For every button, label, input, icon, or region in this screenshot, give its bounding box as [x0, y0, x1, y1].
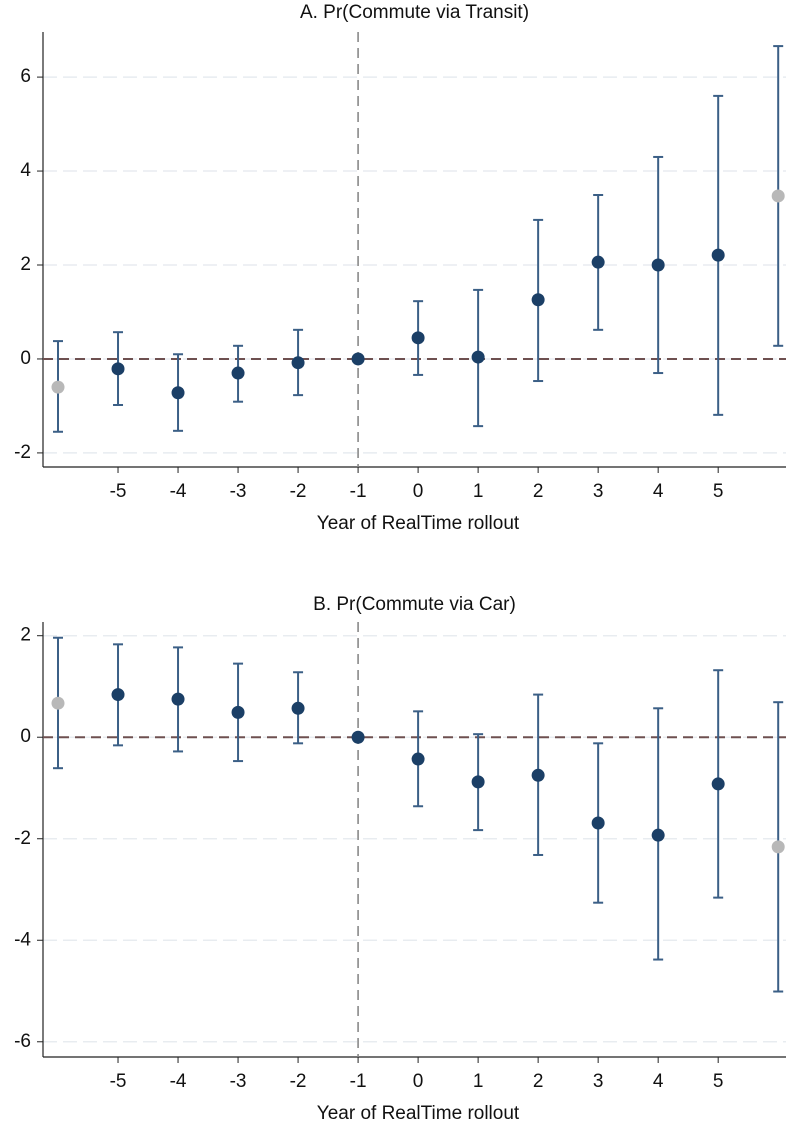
x-axis-label: Year of RealTime rollout — [317, 1103, 520, 1124]
point — [111, 688, 125, 702]
x-tick-label: -2 — [290, 481, 307, 502]
y-tick-label: 4 — [20, 160, 31, 181]
y-tick-label: -4 — [14, 929, 31, 950]
point — [771, 840, 785, 854]
y-tick-label: 0 — [20, 348, 31, 369]
point — [411, 331, 425, 345]
x-tick-label: -5 — [110, 481, 127, 502]
x-tick-label: -2 — [290, 1071, 307, 1092]
x-tick-label: -5 — [110, 1071, 127, 1092]
point — [711, 777, 725, 791]
point — [531, 293, 545, 307]
x-tick-label: -3 — [230, 481, 247, 502]
y-tick-label: -2 — [14, 828, 31, 849]
x-tick-label: 0 — [413, 481, 424, 502]
x-tick-label: 2 — [533, 481, 544, 502]
point — [351, 352, 365, 366]
point — [711, 248, 725, 262]
y-tick-label: -2 — [14, 442, 31, 463]
point — [231, 705, 245, 719]
chart-title: B. Pr(Commute via Car) — [313, 594, 516, 615]
point — [231, 366, 245, 380]
point — [171, 692, 185, 706]
x-tick-label: 5 — [713, 1071, 724, 1092]
x-axis-label: Year of RealTime rollout — [317, 513, 520, 534]
point — [591, 816, 605, 830]
x-tick-label: 4 — [653, 481, 664, 502]
point — [51, 380, 65, 394]
point — [291, 356, 305, 370]
x-tick-label: -4 — [170, 481, 187, 502]
point — [651, 828, 665, 842]
point — [111, 362, 125, 376]
point — [51, 696, 65, 710]
point — [171, 386, 185, 400]
point — [351, 730, 365, 744]
x-tick-label: 2 — [533, 1071, 544, 1092]
x-tick-label: 3 — [593, 481, 604, 502]
chart-title: A. Pr(Commute via Transit) — [300, 2, 529, 23]
point — [411, 752, 425, 766]
y-tick-label: 6 — [20, 66, 31, 87]
point — [471, 775, 485, 789]
x-tick-label: 4 — [653, 1071, 664, 1092]
point — [531, 768, 545, 782]
x-tick-label: 1 — [473, 481, 484, 502]
y-tick-label: 2 — [20, 254, 31, 275]
point — [591, 255, 605, 269]
x-tick-label: -1 — [350, 1071, 367, 1092]
x-tick-label: 0 — [413, 1071, 424, 1092]
point — [291, 701, 305, 715]
x-tick-label: -3 — [230, 1071, 247, 1092]
x-tick-label: 1 — [473, 1071, 484, 1092]
point — [771, 189, 785, 203]
y-tick-label: -6 — [14, 1031, 31, 1052]
point — [651, 258, 665, 272]
point — [471, 350, 485, 364]
y-tick-label: 2 — [20, 625, 31, 646]
x-tick-label: 3 — [593, 1071, 604, 1092]
x-tick-label: 5 — [713, 481, 724, 502]
x-tick-label: -1 — [350, 481, 367, 502]
y-tick-label: 0 — [20, 726, 31, 747]
x-tick-label: -4 — [170, 1071, 187, 1092]
